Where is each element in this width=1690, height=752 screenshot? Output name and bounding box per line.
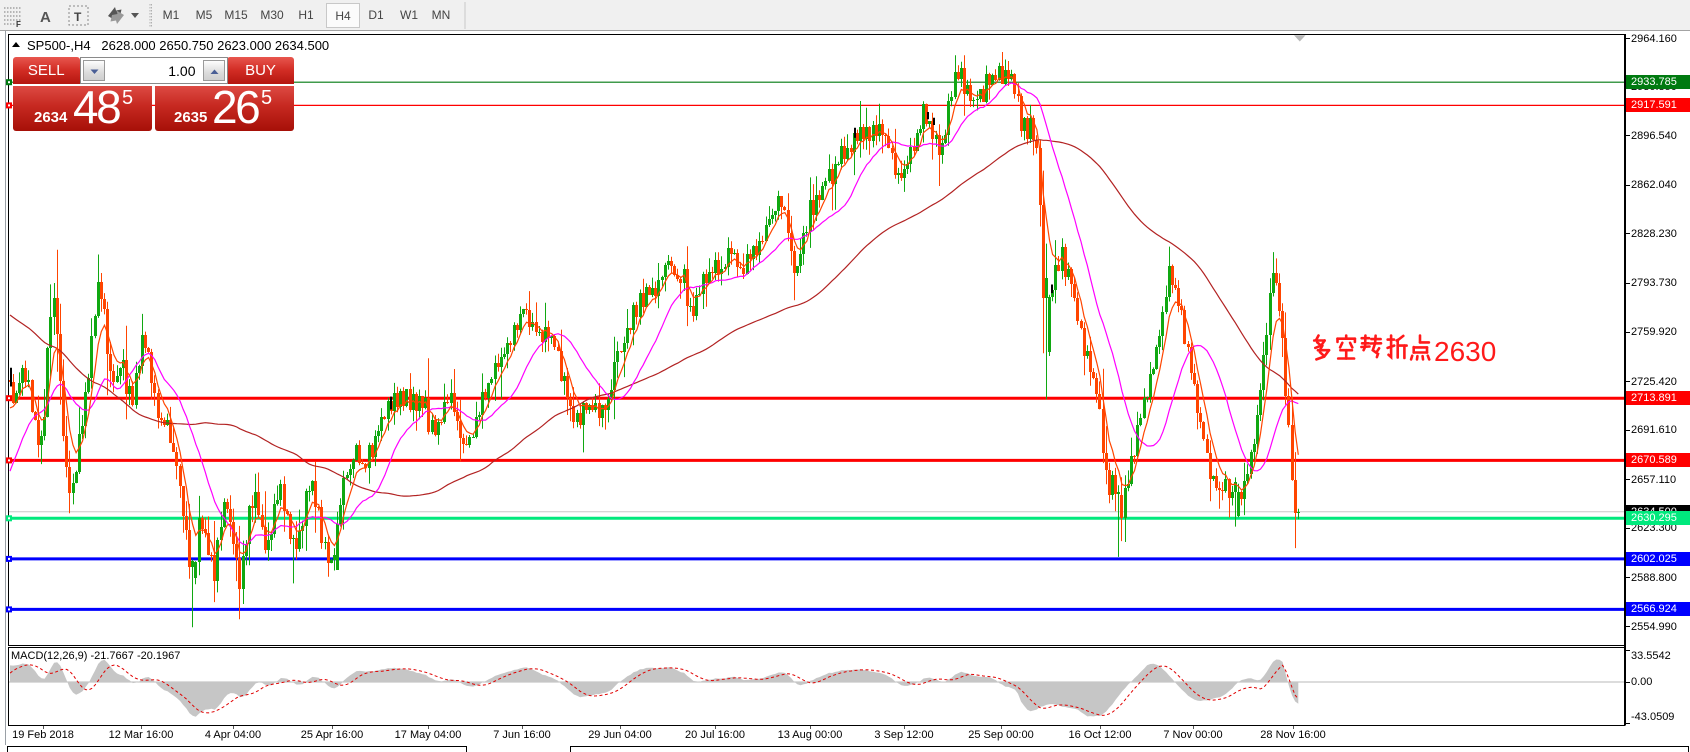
svg-text:T: T [74,10,82,24]
svg-text:F: F [16,20,21,29]
svg-text:A: A [40,9,51,26]
svg-text:2630: 2630 [1434,336,1496,367]
